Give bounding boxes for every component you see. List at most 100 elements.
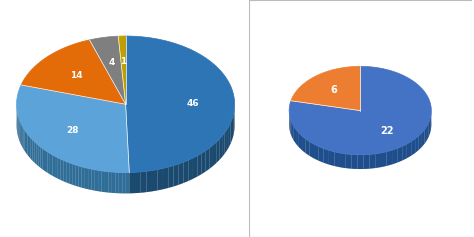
Polygon shape (152, 169, 157, 191)
Polygon shape (17, 57, 235, 193)
Polygon shape (415, 136, 419, 153)
Polygon shape (122, 173, 126, 193)
Polygon shape (233, 112, 234, 137)
Polygon shape (427, 122, 429, 140)
Polygon shape (188, 158, 193, 181)
Polygon shape (112, 172, 115, 193)
Polygon shape (53, 155, 55, 177)
Polygon shape (141, 171, 146, 193)
Polygon shape (234, 109, 235, 133)
Polygon shape (197, 153, 201, 177)
Polygon shape (291, 66, 360, 111)
Polygon shape (20, 122, 21, 145)
Polygon shape (43, 149, 45, 171)
Polygon shape (289, 81, 431, 169)
Polygon shape (357, 155, 364, 169)
Polygon shape (21, 124, 22, 147)
Text: 46: 46 (187, 99, 200, 108)
Polygon shape (302, 136, 306, 153)
Polygon shape (290, 115, 291, 133)
Polygon shape (88, 168, 91, 190)
Text: 28: 28 (66, 126, 78, 135)
Polygon shape (310, 142, 314, 159)
Polygon shape (45, 150, 47, 173)
Polygon shape (222, 133, 225, 157)
Polygon shape (229, 123, 230, 147)
Polygon shape (146, 170, 152, 192)
Polygon shape (422, 129, 425, 147)
Polygon shape (375, 153, 381, 168)
Polygon shape (157, 169, 163, 190)
Polygon shape (47, 152, 50, 174)
Polygon shape (115, 172, 119, 193)
Polygon shape (419, 133, 422, 150)
Polygon shape (369, 154, 375, 169)
Polygon shape (306, 139, 310, 156)
Polygon shape (173, 164, 179, 187)
Polygon shape (210, 145, 213, 169)
Polygon shape (346, 154, 352, 169)
Polygon shape (292, 123, 294, 141)
Polygon shape (334, 152, 340, 167)
Polygon shape (90, 36, 126, 104)
Polygon shape (168, 166, 173, 188)
Polygon shape (29, 136, 31, 159)
Text: 1: 1 (120, 58, 127, 67)
Polygon shape (69, 163, 72, 185)
Polygon shape (61, 159, 64, 181)
Polygon shape (319, 146, 324, 163)
Polygon shape (91, 169, 95, 191)
Polygon shape (36, 143, 38, 166)
Text: 22: 22 (380, 126, 393, 136)
Polygon shape (387, 150, 392, 166)
Polygon shape (19, 119, 20, 142)
Polygon shape (85, 168, 88, 189)
Polygon shape (216, 139, 219, 163)
Polygon shape (340, 153, 346, 168)
Polygon shape (219, 136, 222, 160)
Polygon shape (364, 155, 369, 169)
Polygon shape (397, 146, 402, 163)
Polygon shape (64, 160, 66, 182)
Polygon shape (183, 160, 188, 183)
Polygon shape (50, 153, 53, 176)
Polygon shape (299, 133, 302, 150)
Polygon shape (296, 130, 299, 147)
Polygon shape (329, 150, 334, 166)
Polygon shape (66, 162, 69, 184)
Polygon shape (135, 172, 141, 193)
Polygon shape (381, 152, 387, 167)
Polygon shape (163, 167, 168, 189)
Polygon shape (429, 119, 430, 137)
Polygon shape (118, 36, 126, 104)
Polygon shape (392, 148, 397, 164)
Polygon shape (79, 166, 82, 188)
Polygon shape (26, 132, 27, 155)
Polygon shape (75, 165, 79, 187)
Text: 14: 14 (70, 71, 83, 80)
Polygon shape (58, 158, 61, 180)
Polygon shape (352, 155, 357, 169)
Polygon shape (402, 144, 407, 160)
Polygon shape (119, 172, 122, 193)
Polygon shape (31, 138, 32, 161)
Polygon shape (324, 149, 329, 164)
Polygon shape (291, 119, 292, 137)
Polygon shape (425, 126, 427, 144)
Polygon shape (40, 147, 43, 169)
Polygon shape (98, 170, 101, 192)
Polygon shape (193, 156, 197, 179)
Polygon shape (55, 156, 58, 178)
Polygon shape (314, 144, 319, 161)
Polygon shape (206, 148, 210, 172)
Polygon shape (72, 164, 75, 186)
Polygon shape (126, 173, 129, 193)
Polygon shape (294, 126, 296, 144)
Polygon shape (82, 167, 85, 188)
Polygon shape (126, 36, 235, 173)
Polygon shape (225, 129, 227, 154)
Polygon shape (179, 162, 183, 185)
Polygon shape (109, 172, 112, 193)
Polygon shape (32, 140, 34, 162)
Polygon shape (289, 66, 431, 155)
